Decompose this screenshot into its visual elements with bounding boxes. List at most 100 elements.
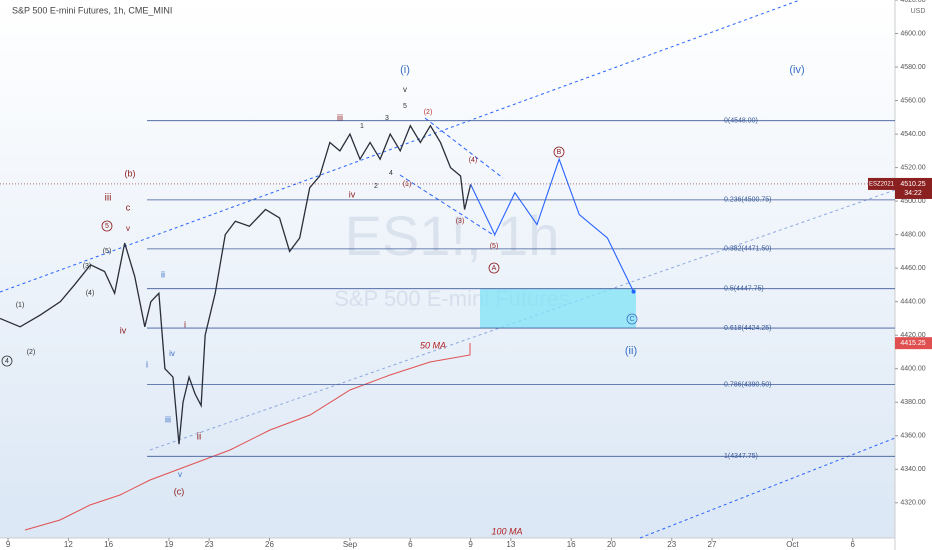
wave-label: ii — [161, 269, 165, 279]
projection-line — [470, 157, 635, 292]
wave-label: i — [184, 319, 186, 329]
x-tick-label: 13 — [506, 540, 515, 549]
wave-label: v — [126, 224, 130, 233]
plot-background — [0, 0, 895, 538]
x-tick-label: 27 — [708, 540, 717, 549]
wave-label: (1) — [403, 181, 412, 188]
y-tick-label: 4380.00 — [900, 399, 925, 406]
ma-label: 50 MA — [420, 340, 446, 350]
wave-label: (3) — [456, 218, 465, 225]
x-tick-label: 20 — [607, 540, 616, 549]
x-tick-label: 6 — [851, 540, 856, 549]
wave-label: (c) — [174, 486, 185, 496]
wave-label: A — [492, 265, 497, 272]
wave-label: (4) — [469, 157, 478, 164]
last-price-bg — [895, 177, 932, 199]
wave-label: 5 — [403, 103, 407, 110]
wave-label: (5) — [490, 243, 499, 250]
x-tick-label: 19 — [164, 540, 173, 549]
y-tick-label: 4500.00 — [900, 198, 925, 205]
y-tick-label: 4340.00 — [900, 466, 925, 473]
y-tick-label: 4520.00 — [900, 164, 925, 171]
wave-label: iii — [165, 414, 171, 424]
symbol-tag-bg — [868, 177, 895, 190]
moving-average — [24, 343, 471, 531]
wave-label: (5) — [103, 248, 112, 255]
x-tick-label: 9 — [6, 540, 11, 549]
fib-label: 0.382(4471.50) — [724, 246, 771, 253]
wave-label: iii — [105, 193, 112, 204]
y-tick-label: 4460.00 — [900, 265, 925, 272]
y-tick-label: 4360.00 — [900, 433, 925, 440]
price-axis — [895, 0, 932, 550]
currency: USD — [911, 8, 926, 15]
wave-label: (b) — [125, 168, 136, 178]
price-line — [0, 124, 472, 445]
annotation-circle — [1, 355, 13, 367]
wave-label: iii — [337, 112, 343, 122]
countdown: 34:22 — [904, 190, 922, 197]
y-tick-label: 4600.00 — [900, 30, 925, 37]
channel-line — [639, 437, 896, 539]
annotation-circle — [101, 220, 113, 232]
fib-label: 0.236(4500.75) — [724, 197, 771, 204]
last-price-label: 4510.25 — [900, 181, 925, 188]
wave-label: 4 — [389, 170, 393, 177]
wave-label: 1 — [360, 123, 364, 130]
projection-end — [631, 289, 636, 294]
channel-line — [0, 0, 801, 293]
wave-label: (2) — [27, 349, 36, 356]
wave-label: (4) — [86, 290, 95, 297]
annotation-circle — [488, 262, 500, 274]
wave-label: (1) — [16, 302, 25, 309]
y-tick-label: 4400.00 — [900, 366, 925, 373]
wave-label: 4 — [5, 358, 9, 365]
wave-label: (i) — [400, 64, 410, 76]
x-tick-label: 23 — [205, 540, 214, 549]
annotation-circle — [626, 313, 638, 325]
annotation-circle — [553, 146, 565, 158]
wave-label: ii — [197, 432, 201, 443]
ma-price-bg — [895, 337, 932, 350]
fib-label: 0.786(4390.50) — [724, 381, 771, 388]
fib-label: 0(4548.00) — [724, 118, 758, 125]
wave-label: (2) — [424, 109, 433, 116]
wave-label: iv — [169, 349, 175, 358]
wedge-line — [399, 174, 496, 237]
wave-label: 5 — [105, 223, 109, 230]
x-tick-label: Oct — [786, 540, 799, 549]
y-tick-label: 4480.00 — [900, 231, 925, 238]
wave-label: v — [178, 470, 182, 479]
x-tick-label: 9 — [468, 540, 473, 549]
wave-label: 2 — [374, 183, 378, 190]
ma-price-label: 4415.25 — [900, 340, 925, 347]
y-tick-label: 4580.00 — [900, 64, 925, 71]
fib-label: 0.5(4447.75) — [724, 286, 764, 293]
y-tick-label: 4440.00 — [900, 299, 925, 306]
x-tick-label: 12 — [64, 540, 73, 549]
y-tick-label: 4320.00 — [900, 500, 925, 507]
fib-label: 0.618(4424.25) — [724, 325, 771, 332]
x-tick-label: 26 — [265, 540, 274, 549]
wave-label: v — [403, 85, 407, 94]
target-zone — [480, 288, 636, 329]
wave-label: c — [126, 202, 131, 212]
wave-label: (3) — [83, 263, 92, 270]
y-tick-label: 4420.00 — [900, 332, 925, 339]
wave-label: (ii) — [625, 345, 637, 357]
wave-label: i — [146, 359, 148, 369]
x-tick-label: 23 — [667, 540, 676, 549]
y-tick-label: 4620.00 — [900, 0, 925, 4]
watermark: ES1!, 1h — [345, 204, 560, 267]
x-tick-label: 6 — [408, 540, 413, 549]
y-tick-label: 4540.00 — [900, 131, 925, 138]
symbol-tag: ESZ2021 — [869, 182, 895, 188]
x-tick-label: 16 — [567, 540, 576, 549]
wave-label: iv — [120, 325, 127, 335]
wave-label: iv — [349, 189, 356, 199]
y-tick-label: 4560.00 — [900, 97, 925, 104]
ma-label: 100 MA — [491, 526, 522, 536]
wave-label: (iv) — [789, 64, 804, 76]
x-tick-label: 16 — [104, 540, 113, 549]
